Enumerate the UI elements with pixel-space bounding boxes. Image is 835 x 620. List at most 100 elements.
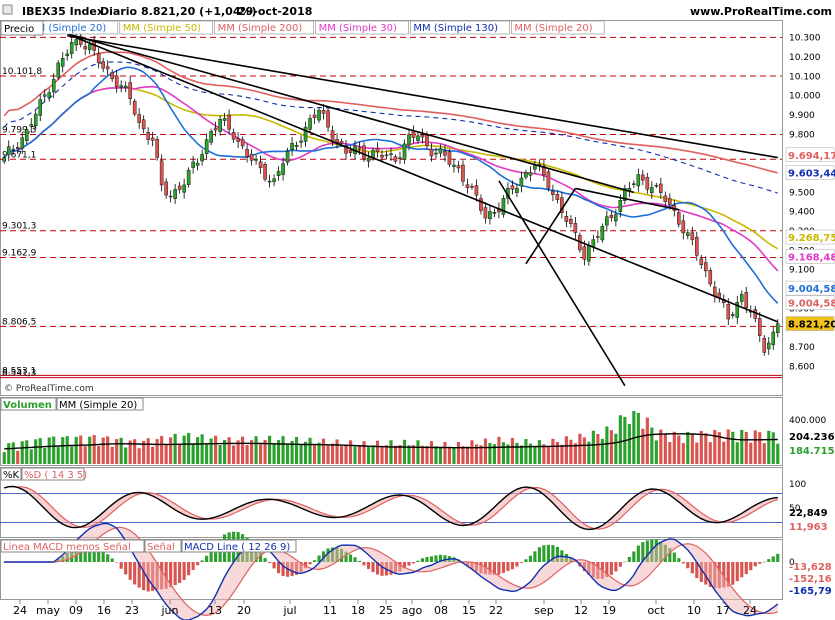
volume-bar: [299, 444, 303, 464]
legend-item-label: MM (Simple 50): [123, 23, 201, 34]
volume-bar: [524, 439, 528, 464]
candle: [83, 40, 87, 56]
candle: [600, 223, 605, 243]
candle-body: [150, 137, 155, 141]
candle-body: [249, 153, 254, 161]
volume-bar: [645, 417, 649, 464]
volume-bar: [726, 429, 730, 464]
candle-body: [114, 75, 119, 88]
candle: [123, 81, 128, 93]
candle: [650, 181, 654, 199]
macd-hist-bar: [690, 562, 694, 574]
candle: [677, 209, 681, 228]
macd-line-label: MACD Line ( 12 26 9): [184, 542, 290, 553]
macd-hist-bar: [411, 562, 416, 564]
candle-body: [65, 53, 69, 57]
level-label: 9.301,3: [2, 222, 36, 232]
volume-bar: [142, 440, 146, 464]
price-tick-label: 10.000: [789, 92, 821, 102]
header-bar: IBEX35 Index Diario 8.821,20 (+1,04%) 29…: [0, 0, 835, 20]
candle: [191, 155, 195, 174]
macd-hist-bar: [317, 555, 321, 562]
candle-body: [492, 211, 497, 214]
macd-hist-bar: [506, 562, 510, 571]
candle-body: [258, 161, 263, 168]
legend-item-box: [410, 20, 510, 35]
stoch-d-line: [4, 485, 778, 530]
candle-body: [213, 127, 218, 131]
volume-bar: [672, 431, 676, 464]
candle: [474, 179, 479, 202]
volume-bar: [722, 441, 726, 464]
candle: [42, 89, 47, 102]
macd-hist-bar: [627, 556, 631, 562]
volume-bar: [227, 437, 231, 464]
volume-bar: [735, 442, 739, 464]
candle-body: [744, 292, 749, 308]
candle-body: [29, 124, 34, 127]
volume-bar: [564, 436, 568, 464]
candle-body: [726, 304, 731, 320]
candle-body: [605, 216, 609, 226]
candle: [757, 312, 762, 342]
macd-hist-bar: [533, 551, 537, 562]
volume-bar: [312, 445, 317, 464]
price-badge: [785, 147, 835, 163]
candle: [695, 231, 699, 261]
candle: [6, 140, 11, 162]
collapse-icon[interactable]: [2, 4, 13, 15]
volume-bar: [276, 440, 281, 464]
candle: [51, 73, 56, 99]
price-badge: [785, 165, 835, 180]
price-badge: [785, 295, 835, 310]
candle: [582, 240, 587, 266]
candle-body: [524, 172, 528, 178]
macd-hist-bar: [321, 551, 326, 562]
candle: [2, 155, 7, 164]
candle: [182, 178, 186, 199]
trend-line: [498, 180, 626, 387]
volume-bar: [699, 430, 703, 464]
candle: [524, 169, 528, 180]
candle-body: [582, 246, 587, 260]
candle-body: [141, 119, 146, 130]
candle: [38, 93, 42, 122]
candle: [33, 110, 38, 130]
candle: [641, 169, 645, 186]
volume-bar: [205, 444, 209, 464]
candle-body: [362, 145, 366, 159]
volume-bar: [321, 438, 326, 464]
volume-bar: [528, 443, 532, 464]
candle-body: [384, 154, 389, 157]
candle: [461, 160, 465, 187]
candle-body: [614, 214, 618, 222]
volume-bar: [223, 440, 227, 464]
volume-bar: [758, 432, 762, 464]
candle-body: [771, 331, 776, 346]
candle-body: [15, 146, 20, 150]
volume-bar: [160, 436, 164, 464]
candle-body: [429, 148, 434, 157]
volume-ma-line: [4, 433, 778, 450]
candle: [596, 230, 600, 243]
volume-bar: [34, 439, 38, 464]
macd-hist-bar: [196, 562, 200, 566]
candle-body: [209, 131, 213, 143]
level-label: 10.101,8: [2, 67, 42, 77]
macd-hist-bar: [106, 554, 110, 562]
candle-body: [731, 314, 735, 316]
volume-tick-label: 400.000: [789, 416, 826, 426]
candle-body: [528, 172, 533, 176]
candle-body: [461, 164, 465, 182]
macd-badge-label: -165,79: [789, 586, 832, 597]
volume-bar: [357, 445, 362, 464]
x-tick-label: 16: [97, 604, 111, 617]
candle-body: [101, 61, 105, 69]
macd-hist-bar: [402, 562, 407, 569]
macd-hist-bar: [375, 562, 380, 575]
macd-hist-bar: [348, 554, 353, 562]
trend-line: [575, 187, 679, 211]
candle-body: [636, 174, 641, 187]
candle-body: [110, 72, 114, 79]
